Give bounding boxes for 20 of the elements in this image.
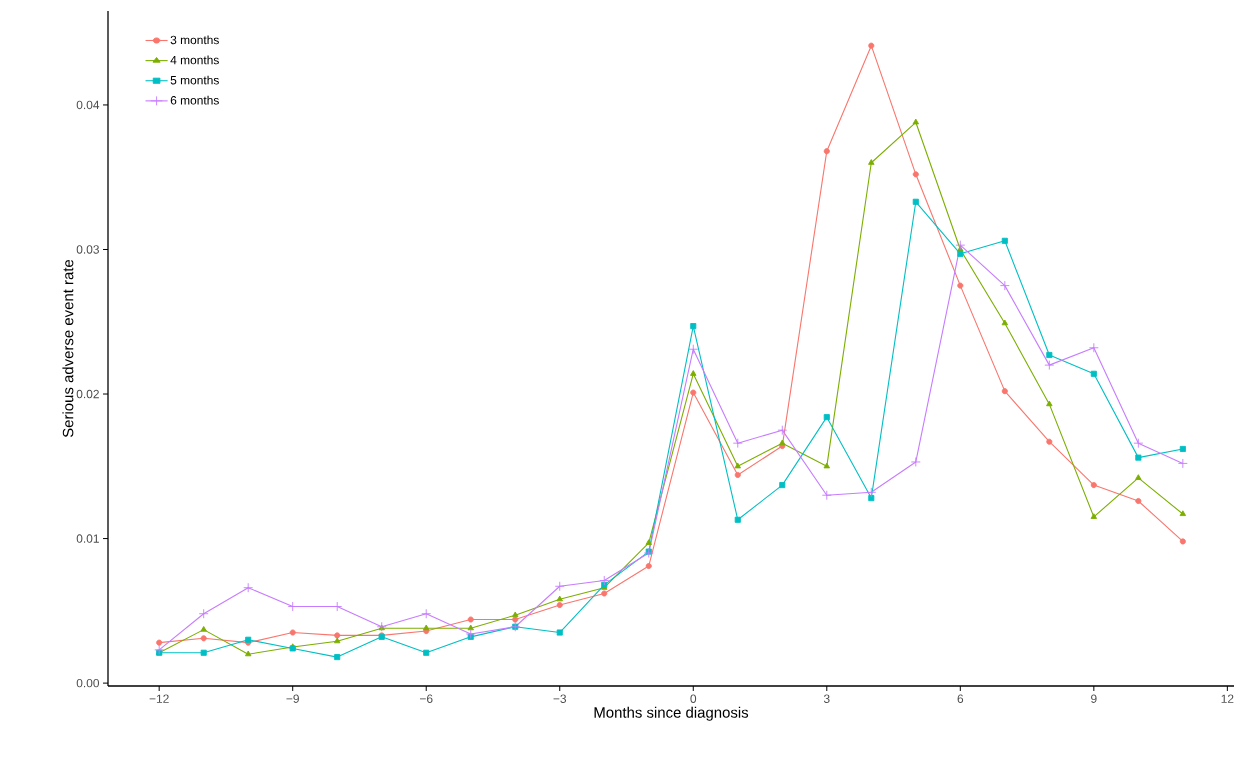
y-tick-label: 0.01 bbox=[76, 534, 99, 543]
legend-label: 6 months bbox=[170, 95, 219, 105]
x-tick-label: 0 bbox=[690, 694, 697, 703]
y-tick-label: 0.00 bbox=[76, 678, 100, 688]
y-axis-title: Serious adverse event rate bbox=[62, 259, 74, 438]
x-tick-label: −6 bbox=[420, 694, 433, 703]
x-axis-title: Months since diagnosis bbox=[594, 706, 749, 721]
x-tick-label: −3 bbox=[553, 694, 567, 703]
legend-label: 4 months bbox=[170, 55, 219, 65]
legend-label: 3 months bbox=[170, 35, 219, 45]
x-tick-label: 6 bbox=[957, 694, 964, 703]
y-tick-label: 0.02 bbox=[76, 389, 99, 399]
legend-label: 5 months bbox=[170, 75, 219, 85]
y-tick-label: 0.04 bbox=[76, 100, 100, 110]
x-tick-label: −9 bbox=[286, 694, 299, 703]
x-tick-label: 3 bbox=[823, 694, 830, 703]
x-tick-label: 12 bbox=[1221, 694, 1234, 703]
x-tick-label: 9 bbox=[1091, 694, 1097, 703]
y-tick-label: 0.03 bbox=[76, 245, 99, 254]
x-tick-label: −12 bbox=[149, 694, 169, 703]
